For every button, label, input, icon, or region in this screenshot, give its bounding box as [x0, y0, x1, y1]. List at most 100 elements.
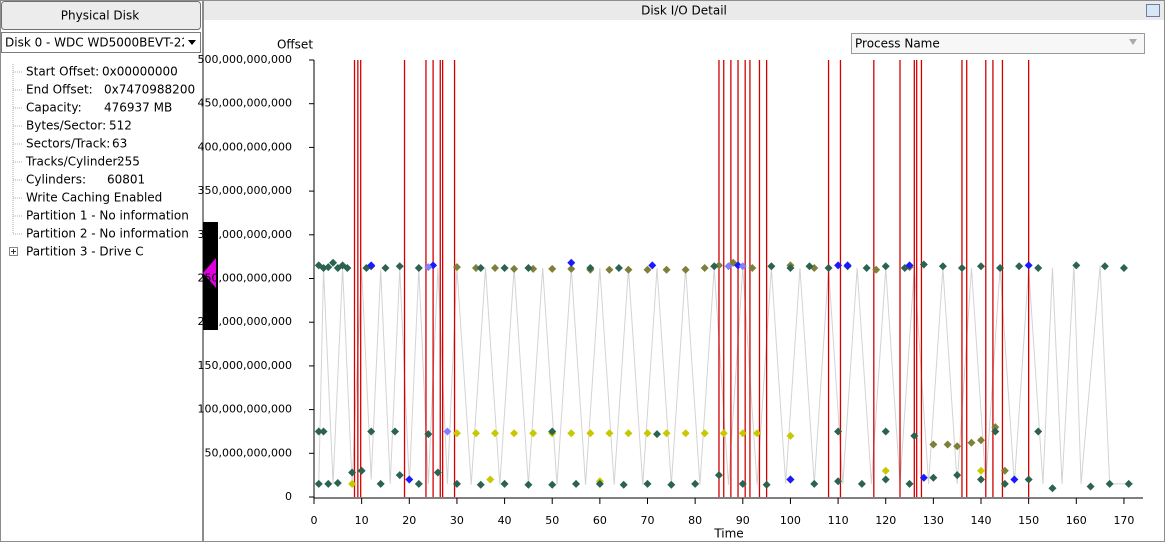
io-point: [662, 429, 671, 438]
tree-value: 63: [112, 137, 127, 151]
io-point: [805, 262, 814, 271]
io-point: [834, 477, 843, 486]
io-point: [395, 262, 404, 271]
io-point: [424, 430, 433, 439]
io-point: [643, 479, 652, 488]
io-point: [834, 261, 843, 270]
tree-label: Partition 3 - Drive C: [26, 245, 144, 259]
io-point: [767, 262, 776, 271]
io-point: [381, 264, 390, 273]
io-point: [605, 429, 614, 438]
io-point: [452, 479, 461, 488]
x-tick-label: 60: [593, 514, 607, 527]
y-tick-label: 100,000,000,000: [198, 403, 292, 416]
io-point: [653, 430, 662, 439]
y-tick-label: 250,000,000,000: [198, 272, 292, 285]
io-point: [681, 265, 690, 274]
y-tick-label: 0: [285, 490, 292, 503]
tree-label: Tracks/Cylinder:: [25, 155, 121, 169]
x-tick-label: 30: [450, 514, 464, 527]
io-point: [424, 263, 433, 272]
io-point: [1010, 475, 1019, 484]
io-point: [510, 429, 519, 438]
tree-label: Bytes/Sector:: [26, 119, 106, 133]
io-point: [691, 479, 700, 488]
io-point: [414, 479, 423, 488]
tree-label: Sectors/Track:: [26, 137, 110, 151]
io-point: [586, 429, 595, 438]
io-point: [977, 262, 986, 271]
io-point: [452, 263, 461, 272]
io-point: [595, 479, 604, 488]
io-point: [929, 440, 938, 449]
y-tick-label: 50,000,000,000: [205, 446, 292, 459]
io-point: [724, 262, 733, 271]
tree-label: Write Caching Enabled: [26, 191, 162, 205]
io-point: [348, 468, 357, 477]
io-point: [834, 427, 843, 436]
io-point: [843, 261, 852, 270]
io-point: [524, 264, 533, 273]
io-point: [700, 264, 709, 273]
io-point: [872, 265, 881, 274]
io-point: [1105, 479, 1114, 488]
io-point: [943, 440, 952, 449]
x-tick-label: 0: [311, 514, 318, 527]
tree-label: Capacity:: [26, 101, 82, 115]
disk-select-label: Disk 0 - WDC WD5000BEVT-22A0F: [5, 36, 212, 50]
io-point: [1000, 466, 1009, 475]
x-tick-label: 100: [780, 514, 801, 527]
io-point: [390, 427, 399, 436]
x-axis-title: Time: [713, 527, 743, 541]
panel-title-bar: [204, 1, 1164, 20]
io-point: [529, 429, 538, 438]
physical-disk-button[interactable]: [1, 1, 201, 30]
process-select[interactable]: [851, 33, 1145, 54]
io-point: [500, 479, 509, 488]
button-label: Physical Disk: [61, 9, 139, 23]
io-point: [1100, 262, 1109, 271]
io-point: [619, 480, 628, 489]
io-point: [881, 427, 890, 436]
tree-label: Partition 1 - No information: [26, 209, 189, 223]
io-point: [376, 479, 385, 488]
disk-select-clip: Disk 0 - WDC WD5000BEVT-22A0F: [5, 36, 212, 50]
tree-label: Cylinders:: [26, 173, 86, 187]
io-point: [1024, 261, 1033, 270]
io-point: [786, 264, 795, 273]
x-tick-label: 120: [875, 514, 896, 527]
x-tick-label: 50: [545, 514, 559, 527]
io-point: [662, 265, 671, 274]
tree: Start Offset: 0x00000000 End Offset: 0x7470…: [9, 64, 195, 259]
io-point: [681, 429, 690, 438]
restore-button[interactable]: [1146, 4, 1160, 17]
y-tick-label: 400,000,000,000: [198, 140, 292, 153]
io-point: [486, 475, 495, 484]
io-point: [567, 264, 576, 273]
tree-label: Start Offset:: [26, 65, 99, 79]
tree-value: 0x00000000: [102, 65, 178, 79]
x-tick-label: 110: [828, 514, 849, 527]
io-point: [938, 262, 947, 271]
process-select-label: Process Name: [855, 37, 940, 51]
io-point: [348, 479, 357, 488]
y-tick-label: 300,000,000,000: [198, 228, 292, 241]
io-point: [471, 264, 480, 273]
io-point: [357, 466, 366, 475]
io-point: [710, 262, 719, 271]
sidebar: [0, 0, 203, 542]
y-tick-label: 450,000,000,000: [198, 97, 292, 110]
io-point: [567, 258, 576, 267]
io-point: [643, 265, 652, 274]
io-point: [991, 427, 1000, 436]
io-point: [953, 471, 962, 480]
io-point: [643, 429, 652, 438]
io-point: [762, 480, 771, 489]
y-axis-title: Offset: [277, 38, 313, 52]
io-point: [1034, 264, 1043, 273]
io-point: [748, 264, 757, 273]
x-tick-label: 140: [971, 514, 992, 527]
io-point: [605, 265, 614, 274]
disk-select[interactable]: [1, 32, 201, 53]
